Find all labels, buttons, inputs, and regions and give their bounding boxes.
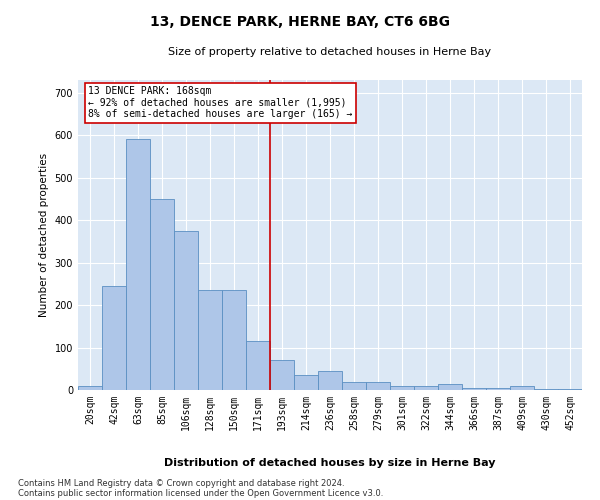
Bar [390,386,414,390]
Text: Contains public sector information licensed under the Open Government Licence v3: Contains public sector information licen… [18,489,383,498]
Title: Size of property relative to detached houses in Herne Bay: Size of property relative to detached ho… [169,47,491,57]
Bar [342,382,366,390]
Bar [438,384,462,390]
Bar [174,231,198,390]
Bar [150,199,174,390]
Text: 13, DENCE PARK, HERNE BAY, CT6 6BG: 13, DENCE PARK, HERNE BAY, CT6 6BG [150,15,450,29]
Bar [246,341,270,390]
Bar [78,386,102,390]
Bar [510,386,534,390]
Bar [222,290,246,390]
Bar [366,382,390,390]
Bar [486,388,510,390]
Bar [462,388,486,390]
Bar [414,386,438,390]
Bar [102,286,126,390]
Bar [294,375,318,390]
Text: Distribution of detached houses by size in Herne Bay: Distribution of detached houses by size … [164,458,496,468]
Text: 13 DENCE PARK: 168sqm
← 92% of detached houses are smaller (1,995)
8% of semi-de: 13 DENCE PARK: 168sqm ← 92% of detached … [88,86,352,120]
Y-axis label: Number of detached properties: Number of detached properties [39,153,49,317]
Bar [558,388,582,390]
Bar [534,388,558,390]
Text: Contains HM Land Registry data © Crown copyright and database right 2024.: Contains HM Land Registry data © Crown c… [18,479,344,488]
Bar [126,140,150,390]
Bar [270,360,294,390]
Bar [318,371,342,390]
Bar [198,290,222,390]
